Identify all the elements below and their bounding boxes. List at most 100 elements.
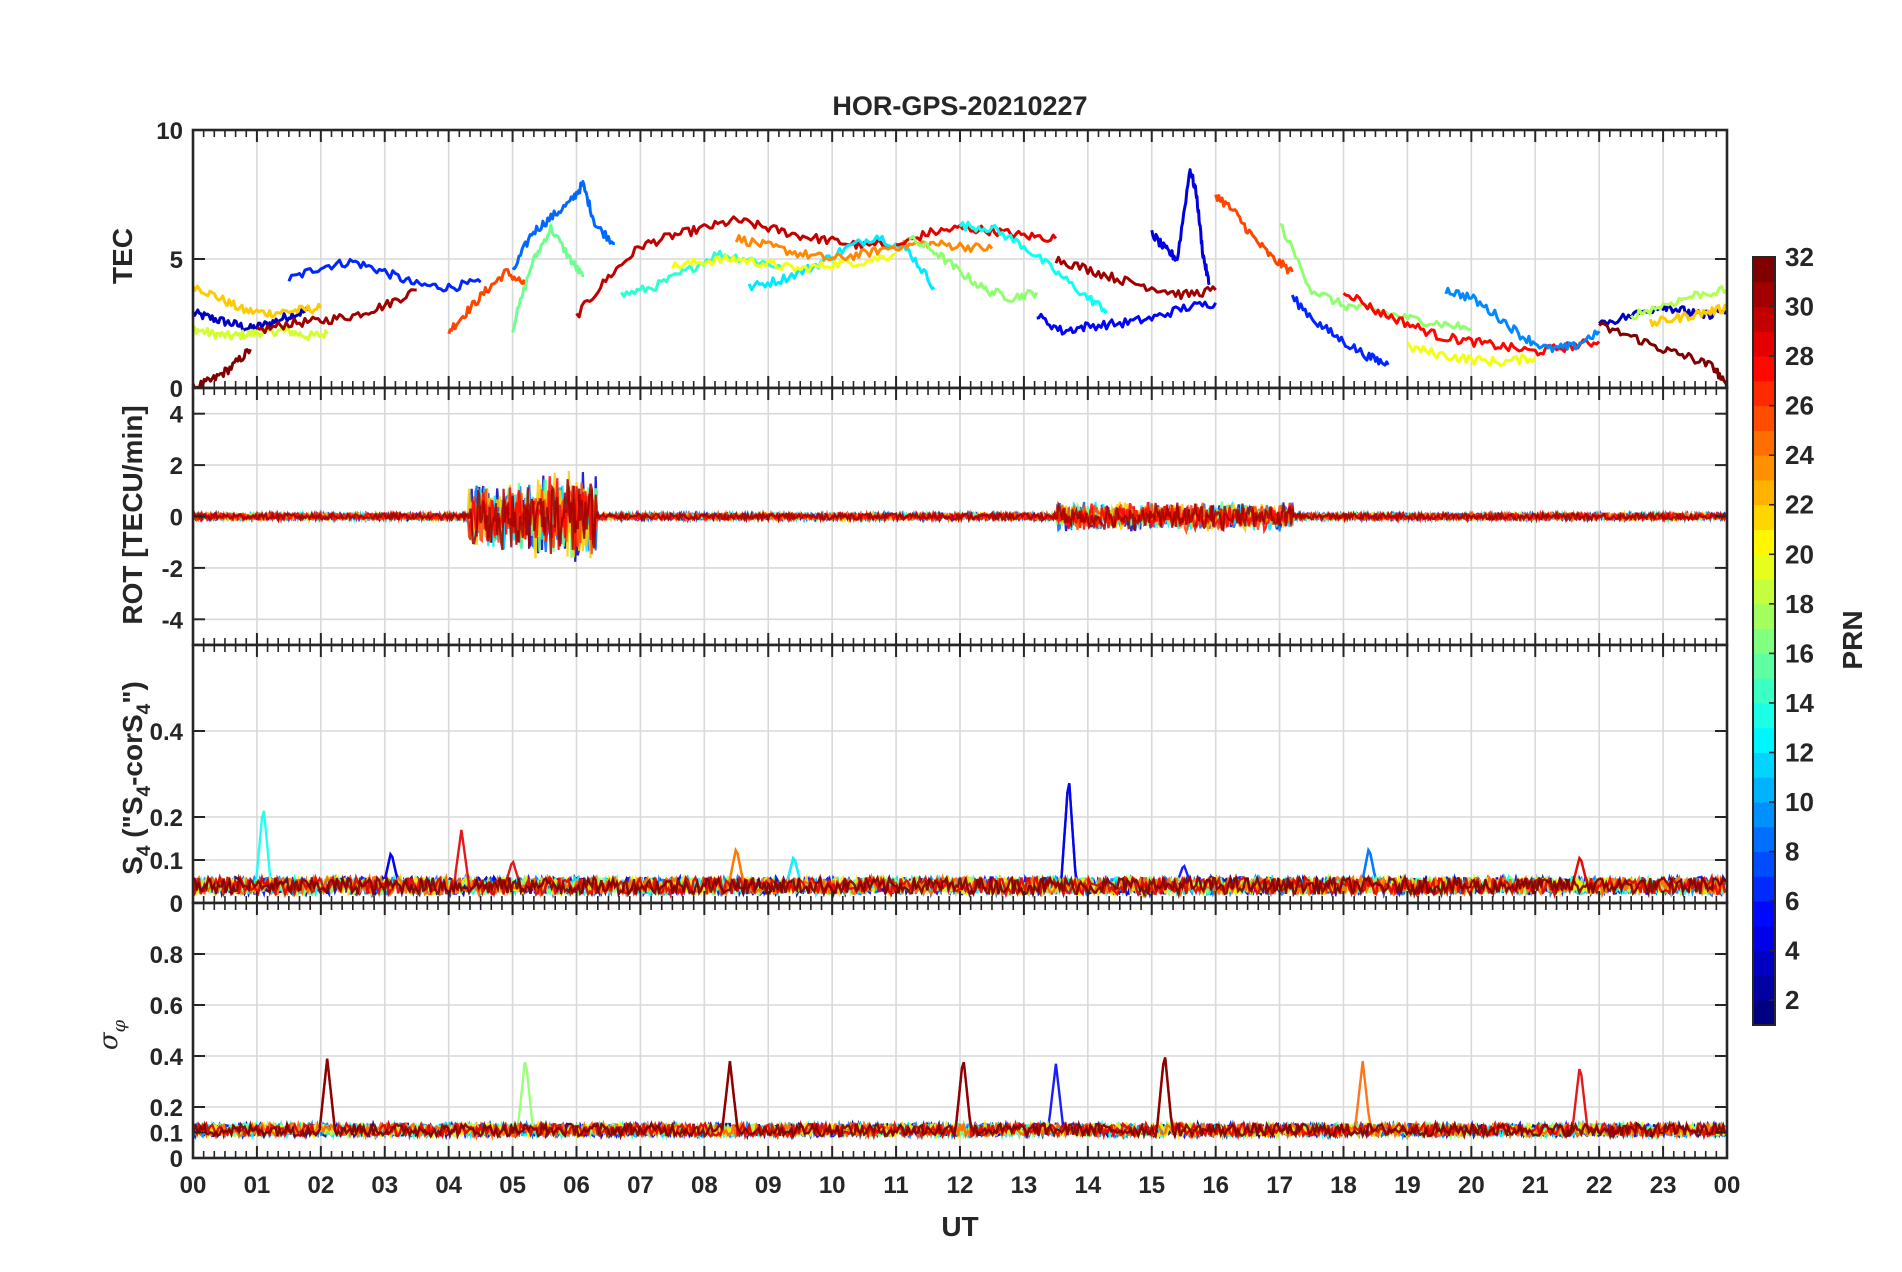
series-line-prn-6 — [287, 258, 482, 293]
colorbar-segment — [1753, 579, 1775, 605]
colorbar-segment — [1753, 554, 1775, 580]
colorbar-tick-label: 20 — [1785, 539, 1814, 569]
colorbar-tick-label: 4 — [1785, 936, 1800, 966]
panel-rot: -4 -2 0 2 4 — [162, 386, 1729, 647]
series-line-prn-9 — [1444, 286, 1601, 354]
colorbar-tick-label: 26 — [1785, 391, 1814, 421]
x-tick-label: 15 — [1138, 1172, 1165, 1199]
series-line-prn-29 — [896, 223, 1058, 247]
colorbar-tick-label: 18 — [1785, 589, 1814, 619]
x-axis: 00 01 02 03 04 05 06 07 08 09 10 11 12 13 14 15 16 17 18 19… — [180, 1172, 1741, 1199]
colorbar-segment — [1753, 777, 1775, 803]
series-line-prn-8 — [511, 180, 615, 271]
colorbar-segment — [1753, 331, 1775, 357]
y-tick-label: 5 — [170, 247, 183, 274]
colorbar-segment — [1753, 975, 1775, 1001]
colorbar-segment — [1753, 702, 1775, 729]
colorbar-segment — [1753, 653, 1775, 679]
y-tick-label: 0 — [170, 1146, 183, 1173]
colorbar-segment — [1753, 430, 1775, 456]
colorbar-segment — [1753, 455, 1775, 481]
series-line-prn-32 — [191, 348, 252, 390]
chart-title: HOR-GPS-20210227 — [832, 91, 1087, 121]
series-line-prn-13 — [958, 220, 1109, 314]
x-axis-label: UT — [941, 1211, 978, 1242]
y-axis-label-sigma: σφ — [94, 1019, 130, 1050]
colorbar-segment — [1753, 876, 1775, 902]
series-line-prn-26 — [447, 268, 527, 335]
colorbar-segment — [1753, 306, 1775, 332]
x-tick-label: 12 — [947, 1172, 974, 1199]
series-line-prn-32 — [191, 1057, 1727, 1141]
series-line-prn-20 — [1406, 341, 1537, 367]
x-tick-label: 14 — [1074, 1172, 1101, 1199]
colorbar-segment — [1753, 727, 1775, 753]
series-line-prn-31 — [1054, 255, 1217, 301]
series-line-prn-4 — [1150, 168, 1211, 286]
colorbar-segment — [1753, 901, 1775, 927]
y-tick-label: 0.2 — [150, 1095, 183, 1122]
series-line-prn-30 — [575, 215, 898, 319]
x-tick-label: 00 — [180, 1172, 207, 1199]
y-tick-label: 0.6 — [150, 993, 183, 1020]
colorbar-segment — [1753, 950, 1775, 976]
x-tick-label: 01 — [244, 1172, 271, 1199]
series-line-prn-16 — [511, 223, 585, 333]
panel-s4: 0 0.1 0.2 0.4 — [150, 643, 1729, 918]
y-tick-label: -4 — [162, 607, 184, 634]
x-tick-label: 22 — [1586, 1172, 1613, 1199]
x-tick-label: 08 — [691, 1172, 718, 1199]
y-tick-label: 4 — [170, 402, 184, 429]
colorbar-segment — [1753, 380, 1775, 407]
colorbar-segment — [1753, 281, 1775, 308]
colorbar-tick-label: 16 — [1785, 638, 1814, 668]
series-line-prn-5 — [1036, 300, 1217, 336]
colorbar-tick-label: 28 — [1785, 341, 1814, 371]
series-line-prn-22 — [1648, 303, 1729, 328]
series-line-prn-19 — [192, 325, 329, 342]
y-tick-label: 2 — [170, 453, 183, 480]
y-tick-label: 0.1 — [150, 1121, 183, 1148]
x-tick-label: 06 — [563, 1172, 590, 1199]
y-tick-label: 0.2 — [150, 805, 183, 832]
colorbar-segment — [1753, 628, 1775, 654]
colorbar-tick-label: 30 — [1785, 292, 1814, 322]
series-line-prn-17 — [1279, 222, 1472, 332]
series-line-prn-28 — [1342, 292, 1601, 357]
colorbar-segment — [1753, 405, 1775, 431]
colorbar-tick-label: 22 — [1785, 490, 1814, 520]
colorbar-segment — [1753, 826, 1775, 853]
y-axis-label-tec: TEC — [107, 228, 138, 284]
x-tick-label: 07 — [627, 1172, 654, 1199]
series-line-prn-31 — [255, 288, 417, 335]
colorbar-segment — [1753, 479, 1775, 506]
colorbar-label: PRN — [1837, 610, 1868, 669]
colorbar-tick-label: 8 — [1785, 837, 1799, 867]
y-tick-label: 0 — [170, 891, 183, 918]
x-tick-label: 00 — [1714, 1172, 1741, 1199]
colorbar-tick-label: 12 — [1785, 737, 1814, 767]
y-axis-label-s4: S4 ("S4-corS4") — [117, 681, 155, 875]
y-tick-label: 0 — [170, 505, 183, 532]
y-tick-label: 0 — [170, 376, 183, 403]
colorbar-segment — [1753, 851, 1775, 877]
y-tick-label: 0.1 — [150, 848, 183, 875]
x-tick-label: 16 — [1202, 1172, 1229, 1199]
series-line-prn-18 — [1629, 284, 1729, 321]
x-tick-label: 19 — [1394, 1172, 1421, 1199]
y-tick-label: -2 — [162, 556, 183, 583]
y-tick-label: 0.4 — [150, 719, 184, 746]
colorbar-tick-label: 32 — [1785, 242, 1814, 272]
colorbar-segment — [1753, 356, 1775, 382]
series-line-prn-24 — [734, 234, 994, 262]
x-tick-label: 03 — [371, 1172, 398, 1199]
x-tick-label: 09 — [755, 1172, 782, 1199]
colorbar-tick-label: 6 — [1785, 886, 1799, 916]
series-line-prn-3 — [191, 306, 310, 332]
colorbar-segment — [1753, 504, 1775, 531]
series-line-prn-26 — [1214, 194, 1294, 275]
colorbar-segment — [1753, 752, 1775, 778]
colorbar-segment — [1753, 603, 1775, 630]
